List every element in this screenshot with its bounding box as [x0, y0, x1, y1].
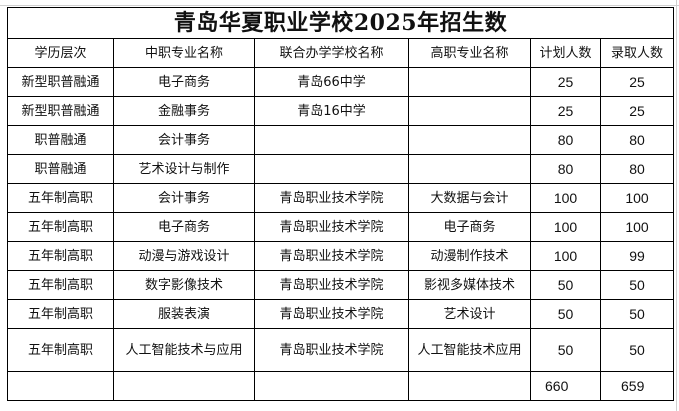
table-cell[interactable]: 艺术设计与制作: [113, 154, 255, 184]
table-cell[interactable]: 50: [600, 299, 674, 329]
table-cell[interactable]: 电子商务: [113, 212, 255, 242]
table-cell[interactable]: 服装表演: [113, 299, 255, 329]
header-cell[interactable]: 学历层次: [7, 38, 114, 68]
table-row: 五年制高职 数字影像技术 青岛职业技术学院 影视多媒体技术 50 50: [7, 270, 674, 300]
table-cell[interactable]: 青岛66中学: [254, 67, 409, 97]
table-cell[interactable]: 659: [600, 371, 674, 401]
table-cell[interactable]: 电子商务: [408, 212, 531, 242]
table-cell[interactable]: 99: [600, 241, 674, 271]
table-cell[interactable]: [113, 371, 255, 401]
table-cell[interactable]: 人工智能技术应用: [408, 328, 531, 372]
table-cell[interactable]: [408, 67, 531, 97]
table-cell[interactable]: 青岛职业技术学院: [254, 270, 409, 300]
table-cell[interactable]: 青岛职业技术学院: [254, 299, 409, 329]
table-cell[interactable]: 职普融通: [7, 125, 114, 155]
table-cell[interactable]: [254, 154, 409, 184]
table-cell[interactable]: 金融事务: [113, 96, 255, 126]
table-cell[interactable]: 青岛职业技术学院: [254, 212, 409, 242]
table-cell[interactable]: 新型职普融通: [7, 67, 114, 97]
table-cell[interactable]: 100: [530, 212, 601, 242]
table-cell[interactable]: 25: [530, 96, 601, 126]
table-row: 五年制高职 电子商务 青岛职业技术学院 电子商务 100 100: [7, 212, 674, 242]
table-cell[interactable]: 100: [600, 183, 674, 213]
table-cell[interactable]: 100: [530, 241, 601, 271]
table-cell[interactable]: 艺术设计: [408, 299, 531, 329]
table-cell[interactable]: 电子商务: [113, 67, 255, 97]
table-cell[interactable]: 五年制高职: [7, 299, 114, 329]
table-cell[interactable]: [254, 371, 409, 401]
table-cell[interactable]: 25: [600, 67, 674, 97]
totals-row: 660 659: [7, 371, 674, 401]
table-row: 职普融通 艺术设计与制作 80 80: [7, 154, 674, 184]
table-cell[interactable]: 80: [530, 154, 601, 184]
header-cell[interactable]: 录取人数: [600, 38, 674, 68]
table-cell[interactable]: 影视多媒体技术: [408, 270, 531, 300]
table-cell[interactable]: 职普融通: [7, 154, 114, 184]
header-cell[interactable]: 联合办学学校名称: [254, 38, 409, 68]
table-cell[interactable]: [7, 371, 114, 401]
table-cell[interactable]: 50: [530, 270, 601, 300]
header-cell[interactable]: 计划人数: [530, 38, 601, 68]
table-cell[interactable]: 青岛职业技术学院: [254, 183, 409, 213]
table-row: 职普融通 会计事务 80 80: [7, 125, 674, 155]
table-cell[interactable]: [408, 125, 531, 155]
table-row: 五年制高职 动漫与游戏设计 青岛职业技术学院 动漫制作技术 100 99: [7, 241, 674, 271]
table-cell[interactable]: 50: [600, 270, 674, 300]
table-row: 五年制高职 服装表演 青岛职业技术学院 艺术设计 50 50: [7, 299, 674, 329]
table-cell[interactable]: 青岛职业技术学院: [254, 328, 409, 372]
table-cell[interactable]: 50: [600, 328, 674, 372]
sheet-gridline: [0, 5, 679, 6]
table-cell[interactable]: [408, 371, 531, 401]
enrollment-table: 青岛华夏职业学校2025年招生数 学历层次 中职专业名称 联合办学学校名称 高职…: [7, 7, 674, 401]
table-title: 青岛华夏职业学校2025年招生数: [7, 7, 674, 39]
table-cell[interactable]: 大数据与会计: [408, 183, 531, 213]
header-row: 学历层次 中职专业名称 联合办学学校名称 高职专业名称 计划人数 录取人数: [7, 38, 674, 68]
table-cell[interactable]: 50: [530, 328, 601, 372]
header-cell[interactable]: 中职专业名称: [113, 38, 255, 68]
table-cell[interactable]: 25: [600, 96, 674, 126]
table-cell[interactable]: [254, 125, 409, 155]
table-cell[interactable]: 青岛职业技术学院: [254, 241, 409, 271]
table-cell[interactable]: 100: [530, 183, 601, 213]
table-cell[interactable]: 100: [600, 212, 674, 242]
table-cell[interactable]: [408, 96, 531, 126]
table-cell[interactable]: 会计事务: [113, 183, 255, 213]
table-cell[interactable]: [408, 154, 531, 184]
table-row: 五年制高职 人工智能技术与应用 青岛职业技术学院 人工智能技术应用 50 50: [7, 328, 674, 372]
table-cell[interactable]: 25: [530, 67, 601, 97]
table-cell[interactable]: 80: [600, 125, 674, 155]
table-row: 新型职普融通 金融事务 青岛16中学 25 25: [7, 96, 674, 126]
table-cell[interactable]: 五年制高职: [7, 241, 114, 271]
table-cell[interactable]: 五年制高职: [7, 183, 114, 213]
table-cell[interactable]: 动漫制作技术: [408, 241, 531, 271]
sheet-gridline: [676, 0, 677, 411]
table-cell[interactable]: 动漫与游戏设计: [113, 241, 255, 271]
table-cell[interactable]: 五年制高职: [7, 212, 114, 242]
header-cell[interactable]: 高职专业名称: [408, 38, 531, 68]
table-cell[interactable]: 会计事务: [113, 125, 255, 155]
table-cell[interactable]: 80: [530, 125, 601, 155]
table-cell[interactable]: 五年制高职: [7, 270, 114, 300]
table-cell[interactable]: 五年制高职: [7, 328, 114, 372]
table-cell[interactable]: 80: [600, 154, 674, 184]
table-row: 新型职普融通 电子商务 青岛66中学 25 25: [7, 67, 674, 97]
table-cell[interactable]: 数字影像技术: [113, 270, 255, 300]
table-cell[interactable]: 新型职普融通: [7, 96, 114, 126]
table-cell[interactable]: 660: [530, 371, 601, 401]
table-cell[interactable]: 青岛16中学: [254, 96, 409, 126]
table-cell[interactable]: 人工智能技术与应用: [113, 328, 255, 372]
table-row: 五年制高职 会计事务 青岛职业技术学院 大数据与会计 100 100: [7, 183, 674, 213]
table-cell[interactable]: 50: [530, 299, 601, 329]
